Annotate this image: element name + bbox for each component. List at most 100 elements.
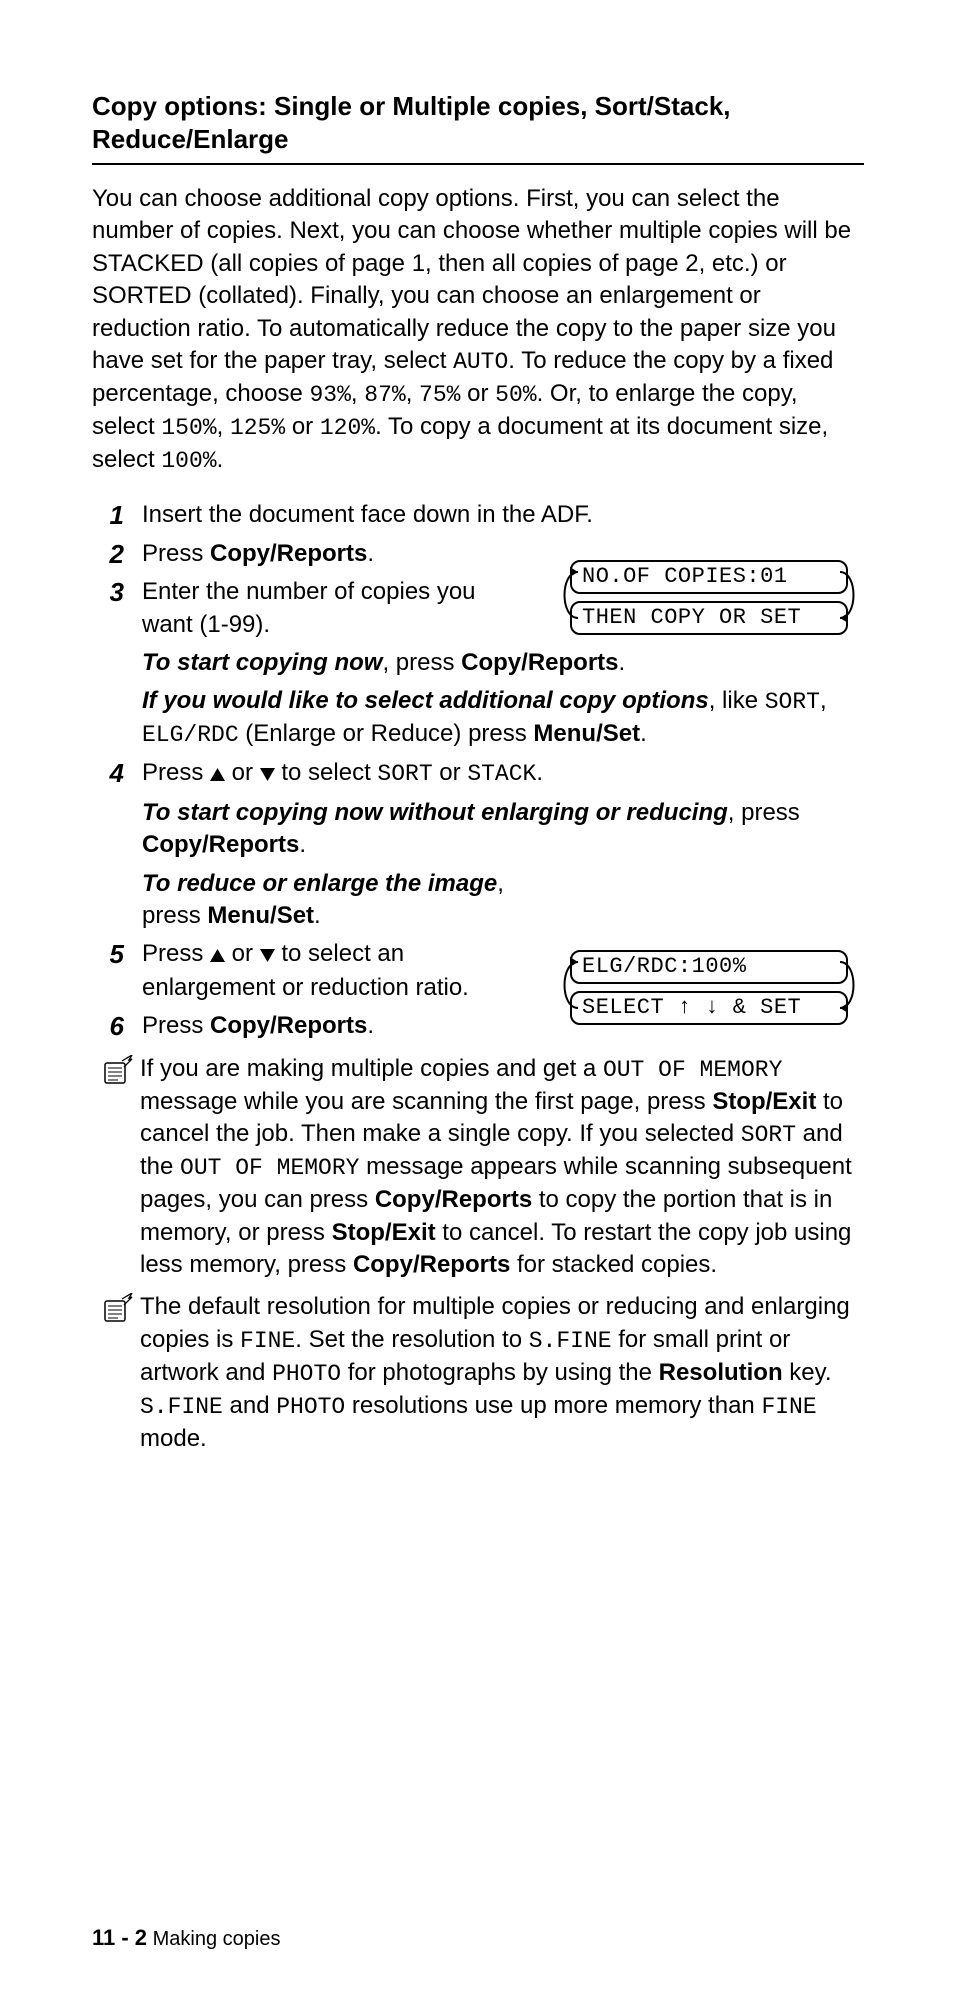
mono: SORT bbox=[741, 1122, 796, 1148]
t: Press bbox=[142, 540, 210, 567]
emph: To start copying now without enlarging o… bbox=[142, 799, 728, 826]
intro-pct: 75% bbox=[419, 382, 460, 408]
step-3-sub1: To start copying now, press Copy/Reports… bbox=[142, 647, 864, 679]
t: or bbox=[433, 759, 468, 786]
key-name: Copy/Reports bbox=[210, 540, 367, 567]
t: (Enlarge or Reduce) press bbox=[239, 720, 534, 747]
intro-text: , bbox=[217, 413, 230, 440]
key-name: Copy/Reports bbox=[461, 649, 618, 676]
step-number: 6 bbox=[92, 1010, 142, 1043]
intro-text: , bbox=[351, 380, 364, 407]
t: Press bbox=[142, 1012, 210, 1039]
intro-text: or bbox=[285, 413, 320, 440]
step-text: Enter the number of copies you want (1-9… bbox=[142, 576, 512, 641]
note-icon bbox=[102, 1291, 140, 1330]
mono: FINE bbox=[240, 1328, 295, 1354]
note-text: The default resolution for multiple copi… bbox=[140, 1291, 864, 1455]
t: to select bbox=[275, 759, 378, 786]
step-3-sub2: If you would like to select additional c… bbox=[142, 685, 864, 751]
t: , like bbox=[709, 687, 765, 714]
note-2: The default resolution for multiple copi… bbox=[102, 1291, 864, 1455]
intro-pct: 100% bbox=[161, 448, 216, 474]
step-number: 4 bbox=[92, 757, 142, 790]
intro-pct: 120% bbox=[320, 415, 375, 441]
key-name: Menu/Set bbox=[533, 720, 640, 747]
step-4: 4 Press or to select SORT or STACK. bbox=[92, 757, 864, 790]
lcd-line-2: THEN COPY OR SET bbox=[570, 601, 848, 635]
step-number: 2 bbox=[92, 538, 142, 571]
t: . bbox=[367, 1012, 374, 1039]
step-text: Press or to select SORT or STACK. bbox=[142, 757, 864, 790]
mono: PHOTO bbox=[272, 1361, 341, 1387]
step-number: 1 bbox=[92, 499, 142, 532]
intro-pct: 50% bbox=[495, 382, 536, 408]
step-text: Insert the document face down in the ADF… bbox=[142, 499, 864, 531]
intro-text: or bbox=[460, 380, 495, 407]
intro-pct: 93% bbox=[310, 382, 351, 408]
up-triangle-icon bbox=[210, 758, 225, 790]
intro-auto: AUTO bbox=[453, 349, 508, 375]
t: If you are making multiple copies and ge… bbox=[140, 1055, 603, 1082]
intro-pct: 150% bbox=[161, 415, 216, 441]
t: or bbox=[225, 759, 260, 786]
key-name: Copy/Reports bbox=[210, 1012, 367, 1039]
step-text: Press or to select an enlargement or red… bbox=[142, 938, 532, 1004]
down-triangle-icon bbox=[260, 758, 275, 790]
mono: ELG/RDC bbox=[142, 722, 239, 748]
mono: OUT OF MEMORY bbox=[180, 1155, 359, 1181]
mono: SORT bbox=[765, 689, 820, 715]
t: and bbox=[223, 1392, 276, 1419]
t: . Set the resolution to bbox=[295, 1326, 528, 1353]
step-1: 1 Insert the document face down in the A… bbox=[92, 499, 864, 532]
key-name: Copy/Reports bbox=[353, 1251, 510, 1278]
t: Press bbox=[142, 940, 210, 967]
key-name: Copy/Reports bbox=[142, 831, 299, 858]
intro-paragraph: You can choose additional copy options. … bbox=[92, 183, 864, 477]
step-number: 3 bbox=[92, 576, 142, 609]
t: message while you are scanning the first… bbox=[140, 1088, 712, 1115]
note-text: If you are making multiple copies and ge… bbox=[140, 1053, 864, 1282]
mono: FINE bbox=[761, 1394, 816, 1420]
t: mode. bbox=[140, 1425, 207, 1452]
mono: SORT bbox=[377, 761, 432, 787]
t: , press bbox=[382, 649, 461, 676]
note-1: If you are making multiple copies and ge… bbox=[102, 1053, 864, 1282]
t: . bbox=[640, 720, 647, 747]
t: or bbox=[225, 940, 260, 967]
section-title: Copy options: Single or Multiple copies,… bbox=[92, 90, 864, 165]
t: . bbox=[314, 902, 321, 929]
lcd-display-2: ELG/RDC:100% SELECT ↑ ↓ & SET bbox=[570, 950, 848, 1032]
page-footer: 11 - 2 Making copies bbox=[92, 1925, 280, 1951]
t: , press bbox=[728, 799, 800, 826]
step-number: 5 bbox=[92, 938, 142, 971]
t: . bbox=[367, 540, 374, 567]
emph: To reduce or enlarge the image bbox=[142, 870, 497, 897]
mono: S.FINE bbox=[140, 1394, 223, 1420]
mono: S.FINE bbox=[529, 1328, 612, 1354]
key-name: Stop/Exit bbox=[712, 1088, 816, 1115]
intro-text: . bbox=[217, 446, 224, 473]
t: . bbox=[299, 831, 306, 858]
emph: To start copying now bbox=[142, 649, 382, 676]
lcd-line-1: ELG/RDC:100% bbox=[570, 950, 848, 984]
key-name: Copy/Reports bbox=[375, 1186, 532, 1213]
key-name: Resolution bbox=[659, 1359, 783, 1386]
intro-pct: 87% bbox=[364, 382, 405, 408]
intro-text: , bbox=[406, 380, 419, 407]
t: key. bbox=[783, 1359, 832, 1386]
step-4-sub2: To reduce or enlarge the image, press Me… bbox=[142, 868, 512, 933]
step-4-sub1: To start copying now without enlarging o… bbox=[142, 797, 864, 862]
t: . bbox=[619, 649, 626, 676]
up-triangle-icon bbox=[210, 939, 225, 971]
t: Press bbox=[142, 759, 210, 786]
t: for stacked copies. bbox=[510, 1251, 717, 1278]
page-number: 11 - 2 bbox=[92, 1925, 147, 1950]
footer-label: Making copies bbox=[153, 1928, 281, 1950]
down-triangle-icon bbox=[260, 939, 275, 971]
t: for photographs by using the bbox=[341, 1359, 659, 1386]
emph: If you would like to select additional c… bbox=[142, 687, 709, 714]
key-name: Stop/Exit bbox=[332, 1219, 436, 1246]
intro-pct: 125% bbox=[230, 415, 285, 441]
mono: OUT OF MEMORY bbox=[603, 1057, 782, 1083]
t: resolutions use up more memory than bbox=[345, 1392, 761, 1419]
